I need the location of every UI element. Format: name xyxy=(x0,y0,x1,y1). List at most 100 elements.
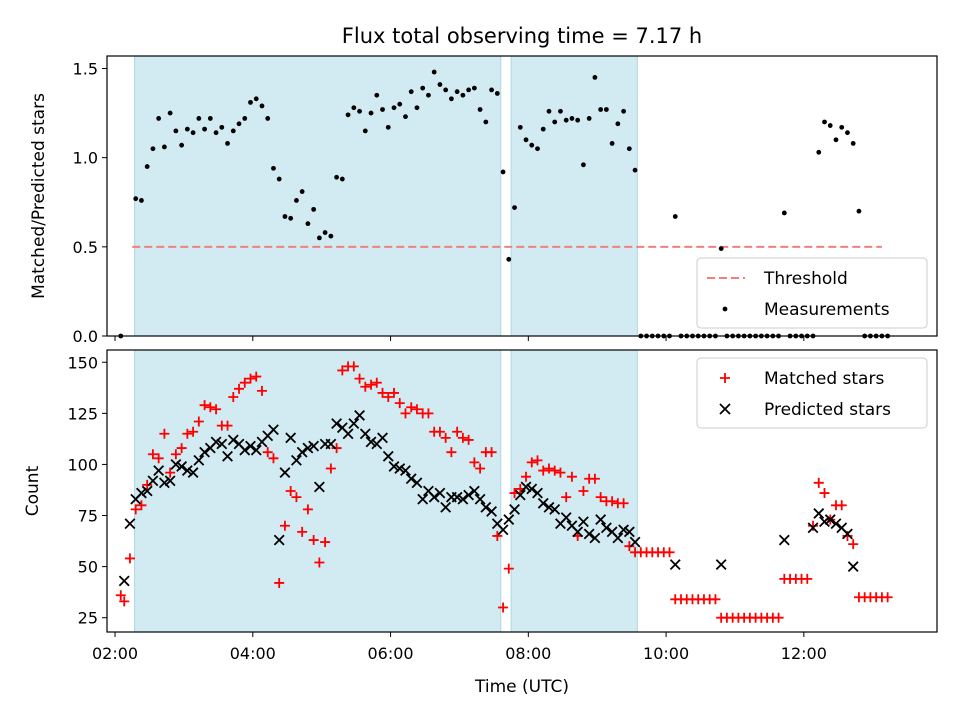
matched-star-marker xyxy=(245,373,256,384)
matched-star-marker xyxy=(188,426,199,437)
predicted-star-marker xyxy=(239,444,251,456)
matched-star-marker xyxy=(371,377,382,388)
plot-frame xyxy=(106,349,938,633)
predicted-star-marker xyxy=(497,524,509,536)
measurement-point xyxy=(374,92,380,98)
matched-star-marker xyxy=(842,530,853,541)
matched-star-marker xyxy=(406,402,417,413)
measurement-point xyxy=(552,119,558,125)
measurement-point xyxy=(816,149,822,155)
predicted-star-marker xyxy=(612,532,624,544)
matched-star-marker xyxy=(813,477,824,488)
predicted-star-marker xyxy=(331,418,343,430)
legend-label: Matched stars xyxy=(764,369,884,389)
predicted-star-marker xyxy=(382,450,394,462)
predicted-star-marker xyxy=(153,465,165,477)
x-tick-label: 10:00 xyxy=(643,644,689,663)
predicted-star-marker xyxy=(560,512,572,524)
measurement-point xyxy=(477,107,483,112)
matched-star-marker xyxy=(710,594,721,605)
matched-star-marker xyxy=(836,500,847,511)
predicted-star-marker xyxy=(187,467,199,479)
y-tick-label: 1.0 xyxy=(73,149,98,168)
matched-star-marker xyxy=(538,465,549,476)
matched-star-marker xyxy=(808,520,819,531)
legend-measurement-swatch xyxy=(722,306,728,312)
matched-star-marker xyxy=(555,467,566,478)
measurement-point xyxy=(403,114,408,120)
x-tick-label: 12:00 xyxy=(781,644,827,663)
matched-star-marker xyxy=(331,443,342,454)
predicted-star-marker xyxy=(543,501,555,513)
predicted-star-marker xyxy=(526,483,538,495)
measurement-point xyxy=(345,112,351,118)
observing-interval xyxy=(511,56,638,336)
predicted-star-marker xyxy=(549,503,561,515)
measurement-point xyxy=(414,105,420,111)
x-tick-label: 02:00 xyxy=(92,644,138,663)
matched-star-marker xyxy=(423,408,434,419)
matched-star-marker xyxy=(165,467,176,478)
y-tick-label: 25 xyxy=(78,609,98,628)
measurement-point xyxy=(207,116,213,121)
measurement-point xyxy=(144,164,150,169)
predicted-star-marker xyxy=(210,436,222,448)
predicted-star-marker xyxy=(463,489,475,501)
predicted-star-marker xyxy=(118,575,130,587)
matched-star-marker xyxy=(549,465,560,476)
predicted-star-marker xyxy=(176,461,188,472)
predicted-star-marker xyxy=(302,442,314,454)
predicted-star-marker xyxy=(537,497,549,509)
legend-label: Predicted stars xyxy=(764,400,891,420)
predicted-star-marker xyxy=(290,454,302,466)
measurement-point xyxy=(368,110,374,116)
predicted-star-marker xyxy=(359,428,371,440)
measurement-point xyxy=(603,107,609,112)
matched-star-marker xyxy=(383,392,394,402)
matched-star-marker xyxy=(291,492,302,503)
matched-star-marker xyxy=(337,365,348,376)
measurement-point xyxy=(156,116,162,121)
predicted-star-marker xyxy=(268,424,279,436)
matched-star-marker xyxy=(360,381,371,392)
measurement-point xyxy=(506,256,512,262)
measurement-point xyxy=(305,221,311,227)
matched-star-marker xyxy=(274,577,285,588)
predicted-star-marker xyxy=(474,493,486,505)
matched-star-marker xyxy=(136,500,147,511)
measurement-point xyxy=(626,146,632,152)
matched-star-marker xyxy=(147,449,158,460)
predicted-star-marker xyxy=(457,493,469,505)
y-axis-label: Matched/Predicted stars xyxy=(29,93,49,299)
matched-star-marker xyxy=(561,492,572,503)
matched-star-marker xyxy=(354,373,365,384)
measurement-point xyxy=(265,116,271,121)
predicted-star-marker xyxy=(623,526,635,538)
matched-star-marker xyxy=(664,547,675,558)
predicted-star-marker xyxy=(468,485,480,497)
y-tick-label: 1.5 xyxy=(73,59,98,78)
matched-star-marker xyxy=(802,573,813,584)
predicted-star-marker xyxy=(227,434,239,446)
matched-star-marker xyxy=(153,453,164,464)
observing-interval xyxy=(134,350,501,632)
predicted-star-marker xyxy=(824,514,836,526)
predicted-star-marker xyxy=(250,444,262,456)
matched-star-marker xyxy=(411,404,422,415)
measurement-point xyxy=(322,230,328,235)
observing-interval xyxy=(134,56,501,336)
measurement-point xyxy=(271,165,276,171)
measurement-point xyxy=(190,130,196,136)
matched-star-marker xyxy=(159,428,170,439)
measurement-point xyxy=(242,116,248,121)
measurement-point xyxy=(311,206,317,212)
predicted-star-marker xyxy=(124,518,136,530)
predicted-star-marker xyxy=(308,440,320,452)
matched-star-marker xyxy=(618,498,629,509)
matched-star-marker xyxy=(124,553,135,564)
measurement-point xyxy=(161,144,167,150)
predicted-star-marker xyxy=(819,516,830,528)
matched-star-marker xyxy=(182,428,193,439)
measurement-point xyxy=(431,69,437,75)
bottom-panel: 25 50 75 100 125 150 02:00 04:00 06:00 08:00 10:00… xyxy=(23,349,938,663)
